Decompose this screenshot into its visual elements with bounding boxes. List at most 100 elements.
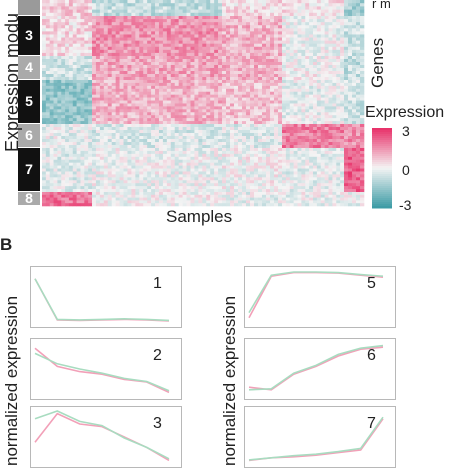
heatmap-cell [316,121,322,125]
heatmap-cell [289,148,294,152]
heatmap-cell [151,65,156,69]
heatmap-cell [316,130,322,134]
heatmap-cell [95,9,101,14]
heatmap-cell [202,177,207,181]
heatmap-cell [194,12,199,17]
heatmap-cell [84,133,89,137]
heatmap-cell [332,150,337,155]
heatmap-cell [190,174,195,178]
heatmap-cell [131,165,136,169]
heatmap-cell [143,139,148,143]
heatmap-cell [123,103,128,107]
heatmap-cell [328,127,333,131]
heatmap-cell [344,150,349,155]
heatmap-cell [222,6,227,10]
heatmap-cell [194,85,199,90]
heatmap-cell [254,106,259,110]
heatmap-cell [155,100,160,104]
heatmap-cell [348,52,353,57]
heatmap-cell [238,9,243,14]
heatmap-cell [198,136,203,140]
heatmap-cell [348,16,353,20]
heatmap-cell [202,100,207,104]
heatmap-cell [293,109,298,113]
heatmap-cell [340,124,345,128]
heatmap-cell [119,130,124,134]
heatmap-cell [258,12,263,17]
heatmap-cell [282,148,287,152]
heatmap-cell [147,62,152,66]
heatmap-cell [289,130,294,134]
heatmap-cell [262,59,267,63]
heatmap-cell [135,74,140,78]
heatmap-cell [198,118,203,122]
heatmap-cell [356,130,361,134]
heatmap-cell [356,37,361,41]
heatmap-cell [202,25,207,29]
heatmap-cell [65,46,70,51]
heatmap-cell [238,94,243,98]
heatmap-cell [250,153,255,158]
heatmap-cell [246,43,251,48]
heatmap-cell [182,46,187,51]
heatmap-cell [344,124,349,128]
heatmap-cell [246,165,251,169]
heatmap-cell [270,139,275,143]
heatmap-cell [234,100,239,104]
heatmap-cell [170,145,176,149]
heatmap-cell [65,16,70,20]
heatmap-cell [186,91,191,95]
heatmap-cell [262,31,267,35]
heatmap-cell [297,153,302,158]
heatmap-cell [186,115,191,119]
heatmap-cell [289,28,294,32]
heatmap-cell [289,145,294,149]
heatmap-cell [190,82,195,87]
heatmap-cell [336,22,341,26]
heatmap-cell [194,16,199,20]
heatmap-cell [95,103,101,107]
heatmap-cell [226,0,231,4]
heatmap-cell [194,6,199,10]
heatmap-cell [348,65,353,69]
heatmap-cell [198,56,203,60]
heatmap-cell [206,80,211,84]
heatmap-cell [238,80,243,84]
heatmap-cell [139,174,144,178]
heatmap-cell [336,56,341,60]
heatmap-cell [119,3,124,7]
heatmap-cell [131,145,136,149]
heatmap-cell [214,165,219,169]
heatmap-cell [309,56,314,60]
heatmap-cell [131,121,136,125]
heatmap-cell [305,162,310,166]
heatmap-cell [214,139,219,143]
heatmap-cell [360,168,365,172]
heatmap-cell [262,52,267,57]
heatmap-cell [155,112,160,116]
heatmap-cell [238,112,243,116]
heatmap-cell [266,56,271,60]
heatmap-cell [198,148,203,152]
heatmap-cell [143,94,148,98]
heatmap-cell [174,103,179,107]
heatmap-cell [301,19,306,23]
heatmap-cell [313,16,318,20]
heatmap-cell [320,28,325,32]
heatmap-cell [210,177,215,181]
heatmap-cell [262,150,267,155]
heatmap-cell [305,121,310,125]
heatmap-cell [68,168,74,172]
heatmap-cell [254,177,259,181]
heatmap-cell [123,130,128,134]
heatmap-cell [103,121,109,125]
heatmap-cell [262,127,267,131]
heatmap-cell [162,112,168,116]
heatmap-cell [282,156,287,161]
heatmap-cell [356,6,361,10]
heatmap-cell [278,56,283,60]
heatmap-cell [218,106,223,110]
heatmap-cell [356,62,361,66]
heatmap-cell [340,74,345,78]
heatmap-cell [206,77,211,81]
